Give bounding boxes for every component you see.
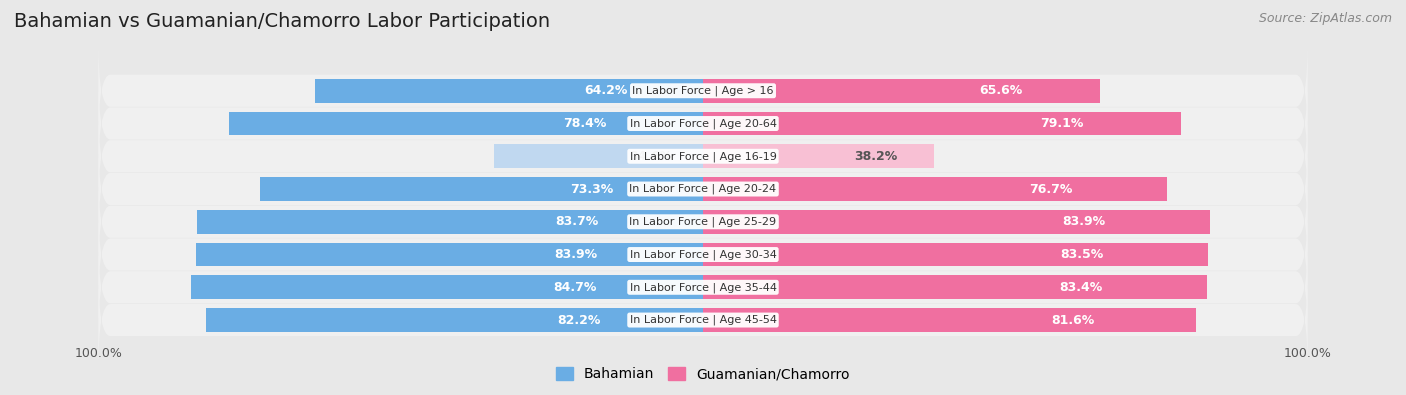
Text: 79.1%: 79.1%	[1040, 117, 1084, 130]
FancyBboxPatch shape	[98, 107, 1308, 206]
FancyBboxPatch shape	[98, 139, 1308, 239]
Text: 83.9%: 83.9%	[1062, 215, 1105, 228]
Bar	[197, 210, 703, 233]
FancyBboxPatch shape	[98, 172, 1308, 271]
FancyBboxPatch shape	[98, 74, 1308, 173]
Legend: Bahamian, Guamanian/Chamorro: Bahamian, Guamanian/Chamorro	[557, 367, 849, 381]
Bar	[703, 112, 1181, 135]
Text: 64.2%: 64.2%	[585, 84, 627, 97]
Bar	[703, 145, 934, 168]
Bar	[260, 177, 703, 201]
Text: 81.6%: 81.6%	[1052, 314, 1095, 327]
Text: 82.2%: 82.2%	[557, 314, 600, 327]
Bar	[207, 308, 703, 332]
FancyBboxPatch shape	[98, 205, 1308, 304]
Text: 83.9%: 83.9%	[554, 248, 598, 261]
Bar	[195, 243, 703, 266]
Text: 38.2%: 38.2%	[855, 150, 898, 163]
Text: 34.6%: 34.6%	[628, 150, 672, 163]
Text: In Labor Force | Age 45-54: In Labor Force | Age 45-54	[630, 315, 776, 325]
Text: In Labor Force | Age > 16: In Labor Force | Age > 16	[633, 85, 773, 96]
Text: In Labor Force | Age 16-19: In Labor Force | Age 16-19	[630, 151, 776, 162]
Text: Bahamian vs Guamanian/Chamorro Labor Participation: Bahamian vs Guamanian/Chamorro Labor Par…	[14, 12, 550, 31]
Bar	[315, 79, 703, 103]
Bar	[191, 275, 703, 299]
Text: 83.5%: 83.5%	[1060, 248, 1104, 261]
Text: 73.3%: 73.3%	[571, 182, 614, 196]
Text: Source: ZipAtlas.com: Source: ZipAtlas.com	[1258, 12, 1392, 25]
Text: In Labor Force | Age 30-34: In Labor Force | Age 30-34	[630, 249, 776, 260]
Text: In Labor Force | Age 35-44: In Labor Force | Age 35-44	[630, 282, 776, 293]
Bar	[703, 210, 1211, 233]
Text: In Labor Force | Age 20-24: In Labor Force | Age 20-24	[630, 184, 776, 194]
Bar	[703, 308, 1197, 332]
Text: 83.7%: 83.7%	[555, 215, 598, 228]
Text: 83.4%: 83.4%	[1060, 281, 1102, 294]
FancyBboxPatch shape	[98, 41, 1308, 140]
Bar	[703, 275, 1208, 299]
Bar	[494, 145, 703, 168]
Bar	[229, 112, 703, 135]
Text: 76.7%: 76.7%	[1029, 182, 1073, 196]
Text: In Labor Force | Age 20-64: In Labor Force | Age 20-64	[630, 118, 776, 129]
Text: 78.4%: 78.4%	[562, 117, 606, 130]
Bar	[703, 177, 1167, 201]
FancyBboxPatch shape	[98, 271, 1308, 369]
Text: 65.6%: 65.6%	[979, 84, 1022, 97]
Bar	[703, 243, 1208, 266]
FancyBboxPatch shape	[98, 238, 1308, 337]
Text: 84.7%: 84.7%	[554, 281, 596, 294]
Bar	[703, 79, 1099, 103]
Text: In Labor Force | Age 25-29: In Labor Force | Age 25-29	[630, 216, 776, 227]
